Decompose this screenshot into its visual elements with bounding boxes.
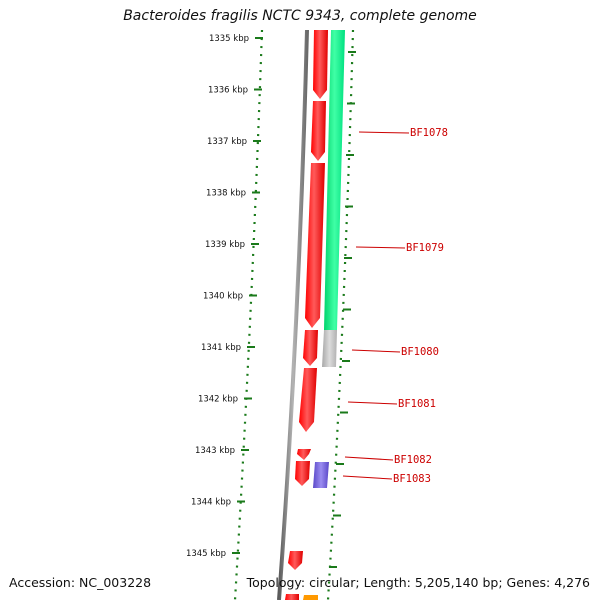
cds-feature-bf1080 [303, 330, 318, 366]
ruler-label: 1341 kbp [201, 343, 241, 353]
gene-label-bf1082[interactable]: BF1082 [394, 454, 432, 466]
cds-feature-bf1078 [305, 163, 325, 328]
callout-line-bf1078 [358, 131, 410, 134]
callout-line-bf1081 [347, 401, 398, 405]
ruler-label: 1345 kbp [186, 549, 226, 559]
cds-feature [313, 30, 328, 99]
ruler-label: 1336 kbp [208, 86, 248, 96]
ruler-label: 1335 kbp [209, 34, 249, 44]
callout-line-bf1079 [355, 246, 406, 249]
cds-feature-bf1082 [297, 449, 311, 460]
ruler-dotted-line-inner [326, 29, 355, 600]
gc-content-bar-gray [322, 330, 337, 367]
callout-line-bf1083 [342, 475, 393, 480]
cds-feature [285, 594, 299, 600]
gc-content-bar-green [324, 30, 345, 330]
ruler-label: 1337 kbp [207, 137, 247, 147]
cds-feature-bf1081 [299, 368, 317, 432]
ruler-label: 1339 kbp [205, 240, 245, 250]
ruler-dotted-line-outer [233, 29, 264, 600]
ruler-label: 1342 kbp [198, 395, 238, 405]
callout-line-bf1080 [351, 349, 401, 353]
ruler-label: 1343 kbp [195, 446, 235, 456]
ruler-label: 1340 kbp [203, 292, 243, 302]
cds-feature [311, 101, 326, 161]
gene-label-bf1080[interactable]: BF1080 [401, 346, 439, 358]
gene-label-bf1078[interactable]: BF1078 [410, 127, 448, 139]
feature-orange [303, 595, 318, 600]
topology-text: Topology: circular; Length: 5,205,140 bp… [246, 575, 590, 590]
gene-label-bf1083[interactable]: BF1083 [393, 473, 431, 485]
genome-backbone [277, 29, 309, 600]
gene-label-bf1079[interactable]: BF1079 [406, 242, 444, 254]
ruler-label: 1338 kbp [206, 189, 246, 199]
ruler: 1335 kbp 1336 kbp 1337 kbp 1338 kbp 1339 kbp… [186, 34, 356, 568]
map-title: Bacteroides fragilis NCTC 9343, complete… [123, 8, 477, 24]
ruler-label: 1344 kbp [191, 498, 231, 508]
cds-feature [295, 461, 310, 486]
gene-label-bf1081[interactable]: BF1081 [398, 398, 436, 410]
cds-feature [288, 551, 303, 570]
accession-text: Accession: NC_003228 [9, 575, 152, 590]
feature-bf1083 [313, 462, 329, 488]
callout-line-bf1082 [344, 456, 394, 461]
